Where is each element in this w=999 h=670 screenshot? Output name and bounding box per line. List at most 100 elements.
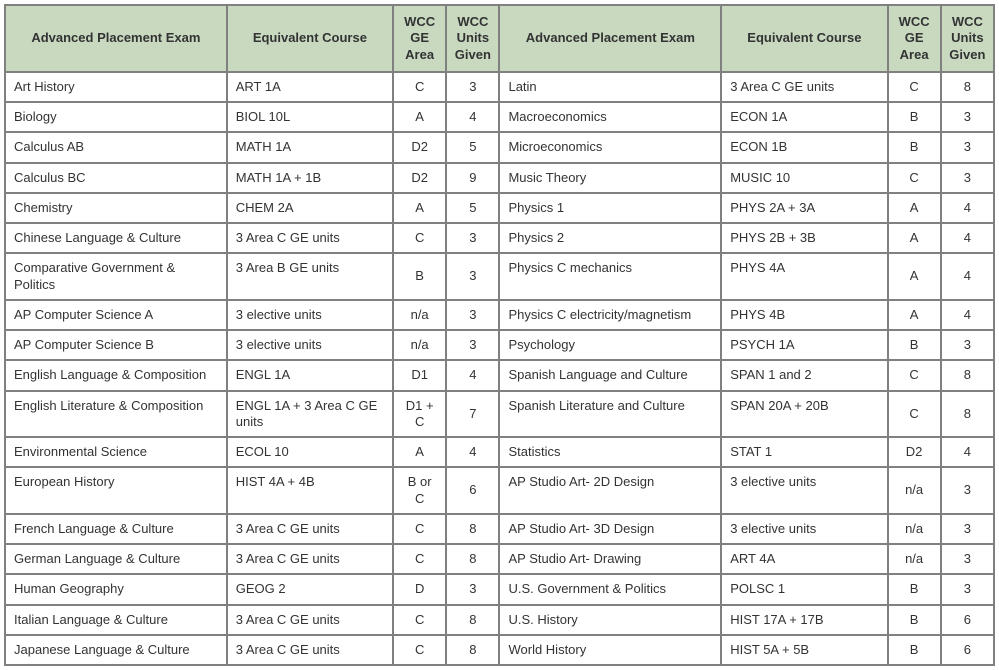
cell-area: D2 [393, 163, 446, 193]
cell-exam: Human Geography [5, 574, 227, 604]
cell-area: C [393, 605, 446, 635]
cell-equiv: 3 elective units [721, 467, 887, 514]
col-header-area-left: WCC GE Area [393, 5, 446, 72]
cell-area: n/a [888, 544, 941, 574]
cell-exam: World History [499, 635, 721, 665]
cell-exam: Physics C electricity/magnetism [499, 300, 721, 330]
col-header-equiv-left: Equivalent Course [227, 5, 393, 72]
cell-equiv: 3 Area C GE units [227, 223, 393, 253]
cell-units: 4 [941, 223, 994, 253]
cell-units: 8 [446, 635, 499, 665]
cell-equiv: ART 4A [721, 544, 887, 574]
cell-equiv: POLSC 1 [721, 574, 887, 604]
cell-exam: Statistics [499, 437, 721, 467]
cell-exam: AP Studio Art- 3D Design [499, 514, 721, 544]
cell-area: C [888, 72, 941, 102]
table-row: Comparative Government & Politics3 Area … [5, 253, 994, 300]
cell-exam: Spanish Literature and Culture [499, 391, 721, 438]
cell-exam: Physics C mechanics [499, 253, 721, 300]
cell-units: 3 [446, 72, 499, 102]
cell-units: 4 [446, 360, 499, 390]
cell-exam: Chinese Language & Culture [5, 223, 227, 253]
cell-exam: AP Studio Art- 2D Design [499, 467, 721, 514]
table-row: Environmental ScienceECOL 10A4Statistics… [5, 437, 994, 467]
cell-exam: Calculus BC [5, 163, 227, 193]
cell-units: 3 [941, 132, 994, 162]
cell-area: C [888, 360, 941, 390]
cell-exam: European History [5, 467, 227, 514]
cell-units: 3 [446, 574, 499, 604]
cell-exam: U.S. History [499, 605, 721, 635]
cell-area: A [393, 193, 446, 223]
cell-equiv: GEOG 2 [227, 574, 393, 604]
cell-units: 3 [446, 253, 499, 300]
cell-units: 3 [446, 223, 499, 253]
cell-area: C [393, 72, 446, 102]
cell-exam: French Language & Culture [5, 514, 227, 544]
col-header-exam-right: Advanced Placement Exam [499, 5, 721, 72]
cell-exam: Japanese Language & Culture [5, 635, 227, 665]
cell-equiv: CHEM 2A [227, 193, 393, 223]
cell-equiv: ENGL 1A + 3 Area C GE units [227, 391, 393, 438]
cell-equiv: PSYCH 1A [721, 330, 887, 360]
cell-area: n/a [888, 514, 941, 544]
cell-units: 3 [941, 574, 994, 604]
cell-units: 3 [941, 330, 994, 360]
cell-exam: Comparative Government & Politics [5, 253, 227, 300]
cell-area: B [888, 635, 941, 665]
table-row: French Language & Culture3 Area C GE uni… [5, 514, 994, 544]
cell-area: C [393, 544, 446, 574]
cell-area: A [888, 253, 941, 300]
cell-equiv: MATH 1A + 1B [227, 163, 393, 193]
col-header-units-right: WCC Units Given [941, 5, 994, 72]
cell-exam: Physics 1 [499, 193, 721, 223]
table-row: German Language & Culture3 Area C GE uni… [5, 544, 994, 574]
cell-area: A [888, 223, 941, 253]
cell-equiv: SPAN 1 and 2 [721, 360, 887, 390]
cell-units: 3 [941, 163, 994, 193]
table-row: Chinese Language & Culture3 Area C GE un… [5, 223, 994, 253]
cell-equiv: 3 elective units [227, 300, 393, 330]
cell-equiv: HIST 17A + 17B [721, 605, 887, 635]
cell-equiv: ENGL 1A [227, 360, 393, 390]
cell-units: 4 [941, 253, 994, 300]
cell-equiv: PHYS 2B + 3B [721, 223, 887, 253]
cell-exam: Macroeconomics [499, 102, 721, 132]
cell-equiv: 3 Area C GE units [227, 544, 393, 574]
cell-area: B [888, 574, 941, 604]
cell-units: 3 [941, 467, 994, 514]
cell-area: A [888, 300, 941, 330]
table-row: English Language & CompositionENGL 1AD14… [5, 360, 994, 390]
table-row: Calculus ABMATH 1AD25MicroeconomicsECON … [5, 132, 994, 162]
cell-units: 8 [941, 360, 994, 390]
cell-area: B [888, 330, 941, 360]
cell-area: n/a [888, 467, 941, 514]
cell-exam: Italian Language & Culture [5, 605, 227, 635]
cell-equiv: ART 1A [227, 72, 393, 102]
cell-units: 4 [941, 300, 994, 330]
cell-area: C [393, 514, 446, 544]
cell-area: D2 [393, 132, 446, 162]
cell-exam: Biology [5, 102, 227, 132]
cell-exam: Spanish Language and Culture [499, 360, 721, 390]
cell-equiv: 3 Area C GE units [721, 72, 887, 102]
table-row: English Literature & CompositionENGL 1A … [5, 391, 994, 438]
cell-equiv: ECON 1B [721, 132, 887, 162]
cell-equiv: MUSIC 10 [721, 163, 887, 193]
col-header-area-right: WCC GE Area [888, 5, 941, 72]
cell-area: n/a [393, 330, 446, 360]
cell-equiv: 3 Area B GE units [227, 253, 393, 300]
cell-area: B [888, 132, 941, 162]
cell-exam: AP Studio Art- Drawing [499, 544, 721, 574]
table-row: Art HistoryART 1AC3Latin3 Area C GE unit… [5, 72, 994, 102]
cell-units: 3 [941, 514, 994, 544]
cell-exam: Microeconomics [499, 132, 721, 162]
cell-exam: Calculus AB [5, 132, 227, 162]
cell-equiv: 3 Area C GE units [227, 514, 393, 544]
cell-equiv: 3 elective units [227, 330, 393, 360]
cell-units: 3 [446, 330, 499, 360]
table-row: ChemistryCHEM 2AA5Physics 1PHYS 2A + 3AA… [5, 193, 994, 223]
cell-equiv: ECOL 10 [227, 437, 393, 467]
ap-credit-table-container: Advanced Placement Exam Equivalent Cours… [4, 4, 995, 666]
cell-equiv: PHYS 4B [721, 300, 887, 330]
